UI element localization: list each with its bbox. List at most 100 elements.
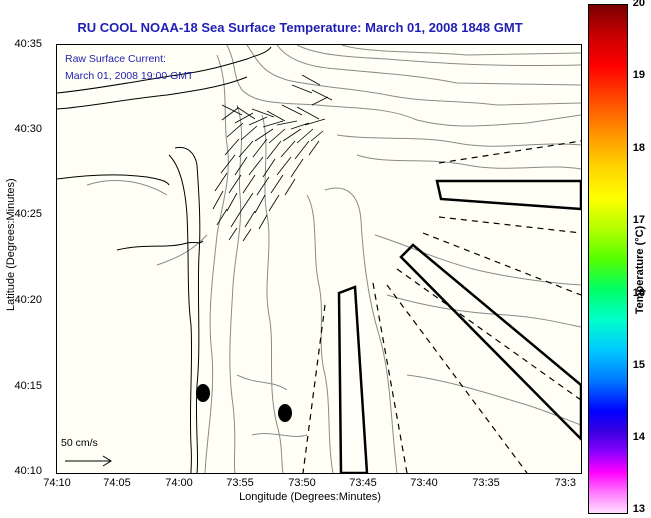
current-vector — [268, 128, 286, 144]
current-vector — [268, 194, 280, 212]
current-vector — [230, 210, 242, 228]
bathymetry-contour — [236, 374, 288, 391]
bathymetry-contours — [86, 45, 581, 473]
map-title: RU COOL NOAA-18 Sea Surface Temperature:… — [77, 20, 523, 35]
current-vector — [251, 108, 275, 118]
current-vector — [290, 122, 310, 130]
colorbar-tick-label: 20 — [632, 0, 645, 9]
x-tick-label: 73:45 — [349, 477, 377, 489]
x-tick-label: 73:40 — [410, 477, 438, 489]
bathymetry-contour — [356, 154, 581, 170]
current-vector-field — [212, 74, 333, 242]
x-tick-label: 73:35 — [472, 477, 500, 489]
colorbar-tick-label: 18 — [632, 142, 645, 154]
current-vector — [294, 140, 310, 160]
current-vector — [248, 156, 264, 176]
y-tick-label: 40:35 — [14, 38, 42, 50]
bathymetry-contour — [276, 45, 581, 86]
x-tick-label: 74:10 — [43, 477, 71, 489]
bathymetry-contour — [261, 114, 284, 473]
overlay-caption-line1: Raw Surface Current: — [65, 53, 166, 65]
current-vector — [228, 227, 238, 241]
current-vector — [240, 125, 258, 141]
radar-site-marker — [196, 384, 210, 402]
coastline-segment — [57, 76, 248, 110]
overlay-caption-line2: March 01, 2008 19:00 GMT — [65, 70, 194, 82]
colorbar-tick-label: 17 — [632, 214, 645, 226]
coastline — [57, 46, 272, 473]
y-tick-label: 40:25 — [14, 208, 42, 220]
coastline-segment — [174, 146, 201, 473]
current-vector — [221, 107, 239, 121]
current-vector — [258, 214, 268, 230]
y-tick-label: 40:10 — [14, 465, 42, 477]
bathymetry-contour — [296, 45, 581, 67]
dashed-line — [438, 216, 581, 234]
current-vector — [242, 174, 256, 194]
bathymetry-contour — [306, 194, 334, 473]
current-vector — [248, 116, 268, 126]
current-vector — [266, 140, 282, 160]
current-vector — [216, 208, 228, 226]
colorbar-tick-label: 13 — [632, 503, 645, 515]
bathymetry-contour — [374, 234, 581, 286]
current-vector — [254, 194, 266, 214]
y-tick-label: 40:20 — [14, 294, 42, 306]
y-tick-label: 40:15 — [14, 380, 42, 392]
coastline-segment — [57, 46, 272, 94]
current-vector — [244, 210, 256, 228]
dashed-lines — [302, 140, 581, 473]
colorbar-tick-label: 15 — [632, 359, 645, 371]
bathymetry-contour — [156, 234, 208, 266]
x-tick-label: 74:05 — [103, 477, 131, 489]
current-vector — [224, 138, 240, 156]
radar-site-marker — [278, 404, 292, 422]
current-vector — [296, 106, 320, 120]
x-tick-label: 73:55 — [226, 477, 254, 489]
velocity-scale-label: 50 cm/s — [61, 437, 98, 449]
current-vector — [266, 110, 286, 122]
colorbar-label: Temperature (°C) — [634, 225, 646, 315]
current-vector — [242, 228, 252, 242]
outlined-regions — [337, 179, 581, 473]
current-vector — [311, 89, 333, 101]
coastline-segment — [116, 240, 204, 251]
map-plot-area[interactable]: Raw Surface Current: March 01, 2008 19:0… — [56, 44, 582, 474]
current-vector — [301, 74, 321, 86]
bathymetry-contour — [246, 45, 581, 106]
bathymetry-contour — [251, 433, 308, 437]
current-vector — [311, 96, 329, 106]
outlined-region — [435, 179, 581, 211]
x-tick-label: 74:00 — [165, 477, 193, 489]
bathymetry-contour — [204, 54, 229, 473]
current-vector — [308, 140, 320, 156]
map-canvas — [57, 45, 581, 473]
current-vector — [291, 84, 313, 94]
current-vector — [226, 192, 238, 212]
colorbar-tick-label: 16 — [632, 287, 645, 299]
current-vector — [212, 190, 224, 210]
outlined-region — [337, 285, 369, 473]
colorbar-tick-label: 19 — [632, 69, 645, 81]
dashed-line — [396, 268, 581, 401]
current-vector — [282, 128, 302, 142]
bathymetry-contour — [229, 104, 243, 473]
dashed-line — [302, 304, 326, 473]
current-vector — [262, 158, 276, 178]
dashed-line — [422, 232, 581, 296]
current-vector — [254, 128, 274, 142]
current-vector — [270, 174, 284, 194]
current-vector — [276, 120, 298, 126]
bathymetry-contour — [406, 374, 581, 426]
current-vector — [240, 192, 254, 212]
bathymetry-contour — [336, 134, 581, 147]
coastline-segment — [168, 154, 193, 473]
current-vector — [214, 172, 228, 192]
bathymetry-contour — [386, 294, 581, 328]
current-vector — [304, 118, 326, 126]
bathymetry-contour — [226, 45, 581, 127]
temperature-colorbar — [588, 4, 628, 514]
current-vector — [228, 174, 242, 194]
current-vector — [296, 128, 314, 144]
outlined-region — [399, 243, 581, 441]
